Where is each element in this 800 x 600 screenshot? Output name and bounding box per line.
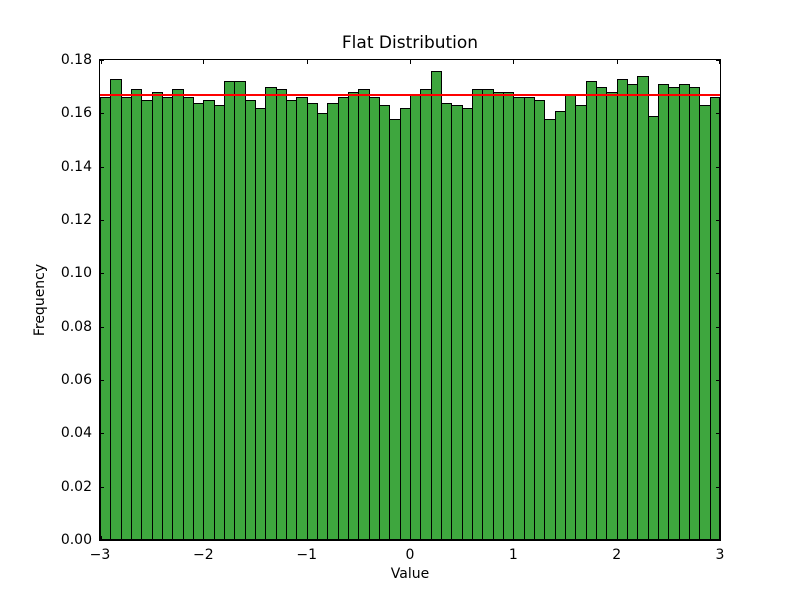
axis-tick bbox=[716, 380, 720, 381]
y-tick-label: 0.04 bbox=[60, 425, 92, 442]
axis-tick bbox=[100, 113, 104, 115]
axis-tick bbox=[513, 536, 515, 540]
axis-tick bbox=[716, 433, 720, 435]
y-tick-label: 0.18 bbox=[60, 52, 92, 68]
axis-tick bbox=[716, 113, 720, 115]
axis-tick bbox=[616, 60, 618, 64]
axis-tick bbox=[513, 60, 515, 64]
x-tick-label: 1 bbox=[508, 547, 518, 563]
chart-title: Flat Distribution bbox=[341, 33, 479, 53]
x-tick-label: −3 bbox=[89, 547, 111, 563]
axis-tick bbox=[616, 536, 618, 540]
axis-tick bbox=[410, 60, 411, 64]
axis-tick bbox=[100, 486, 104, 488]
axis-tick bbox=[100, 60, 104, 61]
y-tick-label: 0.14 bbox=[60, 158, 92, 175]
axis-tick bbox=[100, 220, 104, 221]
y-tick-label: 0.02 bbox=[60, 478, 92, 495]
axis-tick bbox=[100, 273, 104, 275]
axis-tick bbox=[100, 60, 102, 64]
axis-tick bbox=[716, 220, 720, 221]
axis-tick bbox=[716, 539, 720, 540]
histogram-bar bbox=[709, 97, 720, 540]
y-tick-label: 0.06 bbox=[60, 372, 92, 388]
axis-tick bbox=[410, 536, 411, 540]
y-tick-label: 0.08 bbox=[60, 318, 92, 335]
axis-tick bbox=[306, 536, 308, 540]
y-tick-label: 0.00 bbox=[60, 532, 92, 548]
x-tick-label: 3 bbox=[715, 547, 725, 563]
axis-tick bbox=[100, 536, 102, 540]
axis-tick bbox=[716, 166, 720, 168]
axis-tick bbox=[716, 60, 720, 61]
axis-tick bbox=[716, 326, 720, 328]
axis-tick bbox=[203, 60, 205, 64]
y-tick-label: 0.10 bbox=[60, 265, 92, 282]
axis-tick bbox=[203, 536, 205, 540]
axis-tick bbox=[100, 166, 104, 168]
axis-tick bbox=[100, 380, 104, 381]
x-tick-label: −2 bbox=[193, 547, 214, 563]
axis-tick bbox=[306, 60, 308, 64]
plot-area bbox=[99, 59, 721, 541]
reference-line bbox=[100, 94, 720, 97]
axis-tick bbox=[716, 486, 720, 488]
axis-tick bbox=[100, 539, 104, 540]
axis-tick bbox=[100, 433, 104, 435]
y-tick-label: 0.16 bbox=[60, 105, 92, 122]
axis-tick bbox=[719, 60, 720, 64]
x-tick-label: 0 bbox=[405, 547, 415, 563]
axis-tick bbox=[716, 273, 720, 275]
axis-tick bbox=[719, 536, 720, 540]
axis-tick bbox=[100, 326, 104, 328]
x-tick-label: 2 bbox=[612, 547, 622, 563]
histogram-bars bbox=[100, 60, 720, 540]
x-tick-label: −1 bbox=[296, 547, 317, 563]
y-tick-label: 0.12 bbox=[60, 212, 92, 228]
x-axis-label: Value bbox=[390, 566, 430, 582]
